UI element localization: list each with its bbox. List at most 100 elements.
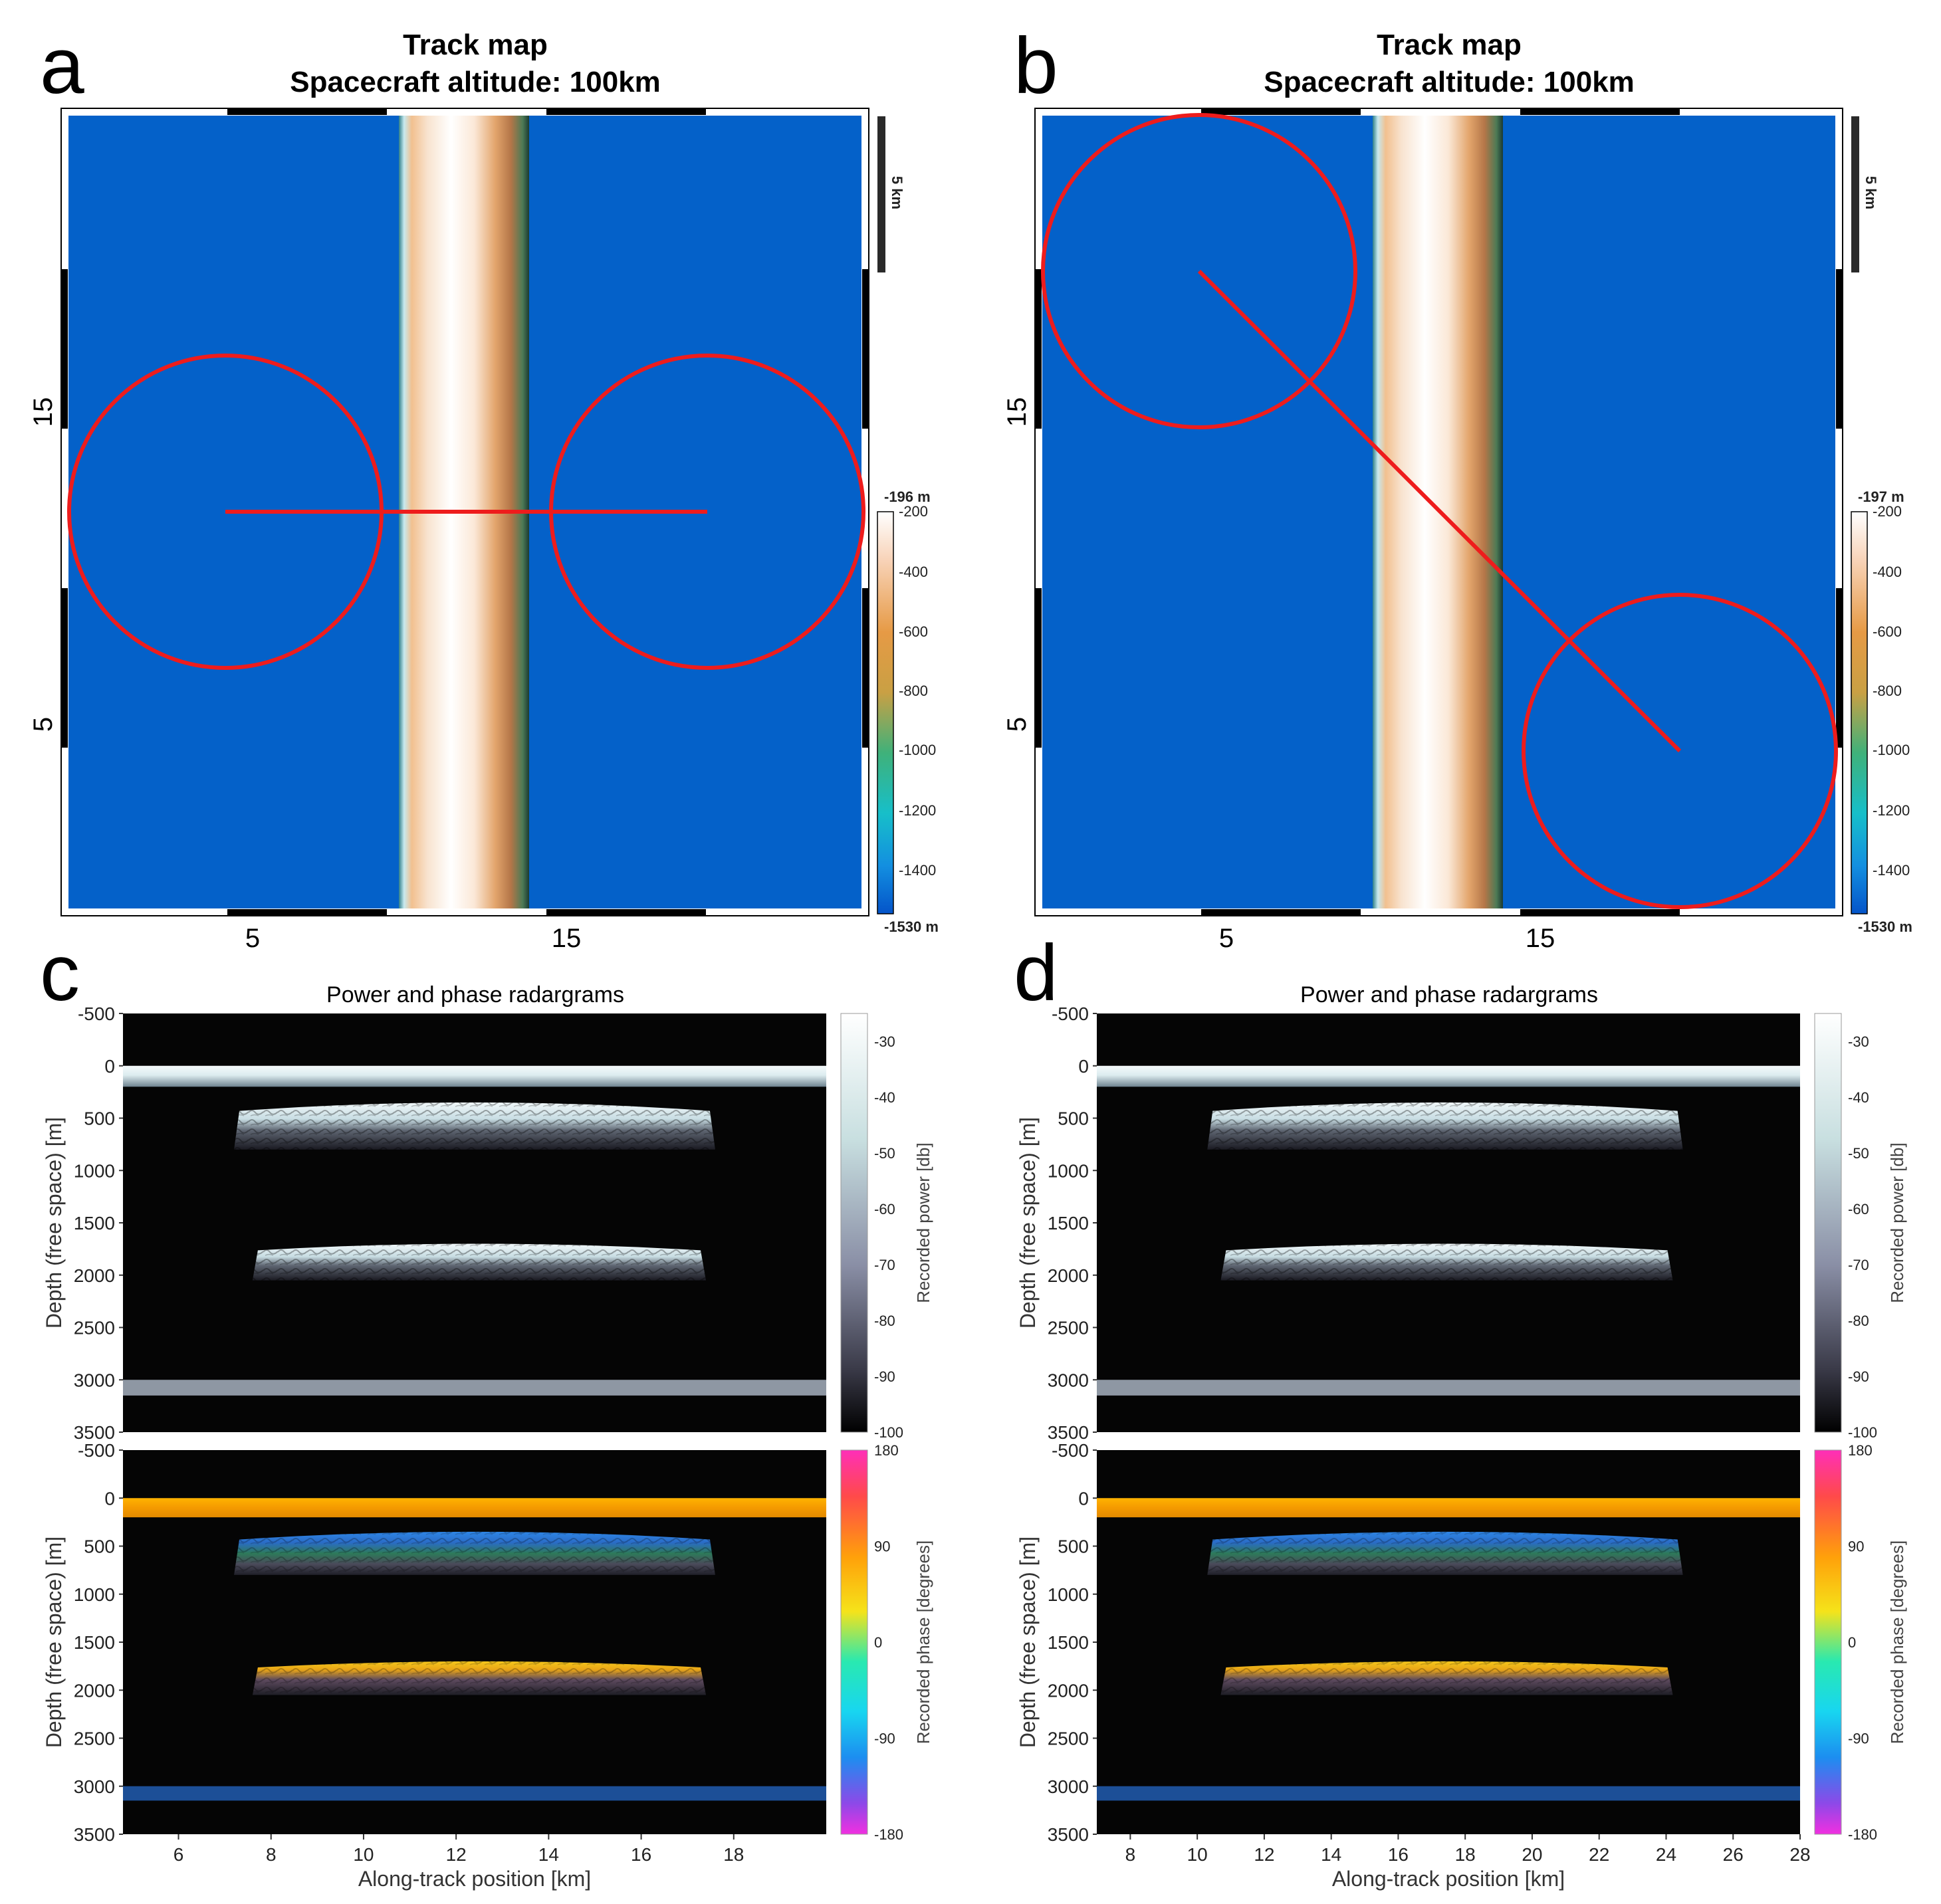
radar-c-phase-colorbar-label: Recorded phase [degrees]	[913, 1540, 933, 1744]
map-b-frame-ticks	[1035, 108, 1843, 916]
reflector-surface	[1097, 1498, 1800, 1518]
ytick-label: 1500	[74, 1632, 115, 1653]
power-colorbar-tick: -40	[1848, 1089, 1869, 1106]
ytick-label: 500	[84, 1536, 115, 1557]
map-a-xtick: 5	[245, 924, 260, 953]
power-colorbar-tick: -100	[874, 1424, 903, 1441]
ytick-label: 2000	[74, 1680, 115, 1701]
xtick-label: 16	[1388, 1844, 1409, 1865]
ytick-label: -500	[1052, 1440, 1089, 1461]
track-map-b: b Track map Spacecraft altitude: 100km 5…	[1002, 21, 1912, 953]
ytick-label: 3500	[1048, 1824, 1089, 1845]
radar-c-phase-colorbar	[840, 1449, 868, 1835]
map-a-cb-ticks: -200 -400 -600 -800 -1000 -1200 -1400	[899, 503, 936, 879]
radar-d-phase: -500 0 500 1000 1500 2000 2500 3000 3500 8 10 12 14…	[1048, 1440, 1811, 1865]
xtick-label: 12	[1254, 1844, 1274, 1865]
phase-colorbar-tick: 90	[874, 1538, 890, 1555]
radar-d-power: -500 0 500 1000 1500 2000 2500 3000 3500	[1048, 1004, 1800, 1443]
ytick-label: 0	[104, 1488, 115, 1509]
radar-d-phase-colorbar-label: Recorded phase [degrees]	[1887, 1540, 1907, 1744]
xtick-label: 14	[538, 1844, 559, 1865]
track-map-a: a Track map Spacecraft altitude: 100km 5…	[29, 21, 939, 953]
xtick-label: 18	[1455, 1844, 1476, 1865]
ytick-label: 1000	[74, 1160, 115, 1181]
ytick-label: 3000	[1048, 1776, 1089, 1797]
ytick-label: 2000	[74, 1265, 115, 1286]
reflector-surface	[123, 1065, 826, 1087]
power-colorbar-tick: -30	[1848, 1033, 1869, 1050]
phase-colorbar-tick: -90	[874, 1731, 895, 1747]
ytick-label: 2000	[1048, 1265, 1089, 1286]
map-b-footprint-start	[1041, 113, 1357, 429]
radar-c-phase-xticks: 6 8 10 12 14 16 18	[173, 1834, 744, 1865]
radar-d-phase-xticks: 8 10 12 14 16 18 20 22 24 26 28	[1125, 1834, 1811, 1865]
xtick-label: 8	[1125, 1844, 1136, 1865]
radar-c-power-colorbar-label: Recorded power [db]	[913, 1142, 933, 1303]
radar-c-phase-yticks: -500 0 500 1000 1500 2000 2500 3000 3500	[74, 1440, 123, 1845]
ytick-label: 3500	[74, 1824, 115, 1845]
ytick-label: 1500	[1048, 1213, 1089, 1233]
map-b-cb-min: -1530 m	[1858, 918, 1912, 935]
map-b-xtick: 5	[1219, 924, 1234, 953]
xtick-label: 6	[173, 1844, 184, 1865]
svg-text:-1200: -1200	[899, 802, 936, 819]
power-colorbar-tick: -60	[1848, 1201, 1869, 1217]
reflector-surface	[1097, 1065, 1800, 1087]
radar-d-power-colorbar-label: Recorded power [db]	[1887, 1142, 1907, 1303]
radar-c-title: Power and phase radargrams	[326, 982, 624, 1007]
xtick-label: 22	[1589, 1844, 1609, 1865]
xtick-label: 12	[446, 1844, 467, 1865]
ytick-label: 1500	[1048, 1632, 1089, 1653]
power-colorbar-tick: -70	[874, 1257, 895, 1273]
power-colorbar-tick: -90	[874, 1368, 895, 1385]
map-a-footprint-end	[549, 354, 865, 670]
phase-colorbar-tick: -180	[1848, 1826, 1877, 1843]
ytick-label: 3500	[1048, 1422, 1089, 1443]
ytick-label: -500	[78, 1440, 115, 1461]
map-a-frame-ticks	[61, 108, 869, 916]
panel-letter-c: c	[40, 928, 80, 1017]
power-colorbar-tick: -50	[874, 1145, 895, 1162]
svg-text:-1000: -1000	[1873, 742, 1910, 758]
map-b-cb-max: -197 m	[1858, 488, 1904, 505]
radargrams-d: d Power and phase radargrams -5000500100…	[1014, 928, 1907, 1891]
reflector-deep	[1097, 1786, 1800, 1801]
radar-c-power-reflectors	[123, 1065, 826, 1396]
svg-text:-800: -800	[1873, 683, 1902, 699]
panel-letter-d: d	[1014, 928, 1058, 1017]
svg-text:-800: -800	[899, 683, 928, 699]
power-colorbar-tick: -50	[1848, 1145, 1869, 1162]
phase-colorbar-tick: 0	[1848, 1634, 1856, 1651]
ytick-label: 3000	[74, 1370, 115, 1390]
ytick-label: 1000	[1048, 1584, 1089, 1605]
phase-colorbar-tick: 90	[1848, 1538, 1864, 1555]
power-colorbar-tick: -30	[874, 1033, 895, 1050]
radar-c-phase-ylabel: Depth (free space) [m]	[42, 1536, 66, 1748]
power-colorbar-tick: -80	[1848, 1313, 1869, 1329]
map-a-cb-max: -196 m	[884, 488, 931, 505]
ytick-label: 2000	[1048, 1680, 1089, 1701]
ytick-label: 2500	[1048, 1729, 1089, 1749]
ytick-label: 2500	[74, 1729, 115, 1749]
radar-d-power-yticks: -500 0 500 1000 1500 2000 2500 3000 3500	[1048, 1004, 1097, 1443]
radar-d-phase-colorbar	[1814, 1449, 1842, 1835]
ytick-label: 2500	[1048, 1318, 1089, 1338]
map-a-ytick: 5	[29, 717, 58, 732]
radar-c-phase: -500 0 500 1000 1500 2000 2500 3000 3500 6 8 10 12 1…	[74, 1440, 826, 1865]
reflector-surface	[123, 1498, 826, 1518]
reflector-deep	[123, 1380, 826, 1396]
map-b-scale-label: 5 km	[1863, 176, 1879, 209]
svg-text:-1400: -1400	[899, 862, 936, 879]
svg-text:-400: -400	[899, 564, 928, 580]
ytick-label: -500	[78, 1004, 115, 1024]
reflector-deep	[1097, 1380, 1800, 1396]
xtick-label: 26	[1723, 1844, 1744, 1865]
svg-text:-200: -200	[899, 503, 928, 520]
map-b-track-line	[1197, 269, 1682, 753]
map-b-cb-ticks: -200 -400 -600 -800 -1000 -1200 -1400	[1873, 503, 1910, 879]
svg-text:-400: -400	[1873, 564, 1902, 580]
map-b-xtick: 15	[1526, 924, 1555, 953]
ytick-label: 0	[104, 1056, 115, 1077]
ytick-label: 3000	[74, 1776, 115, 1797]
